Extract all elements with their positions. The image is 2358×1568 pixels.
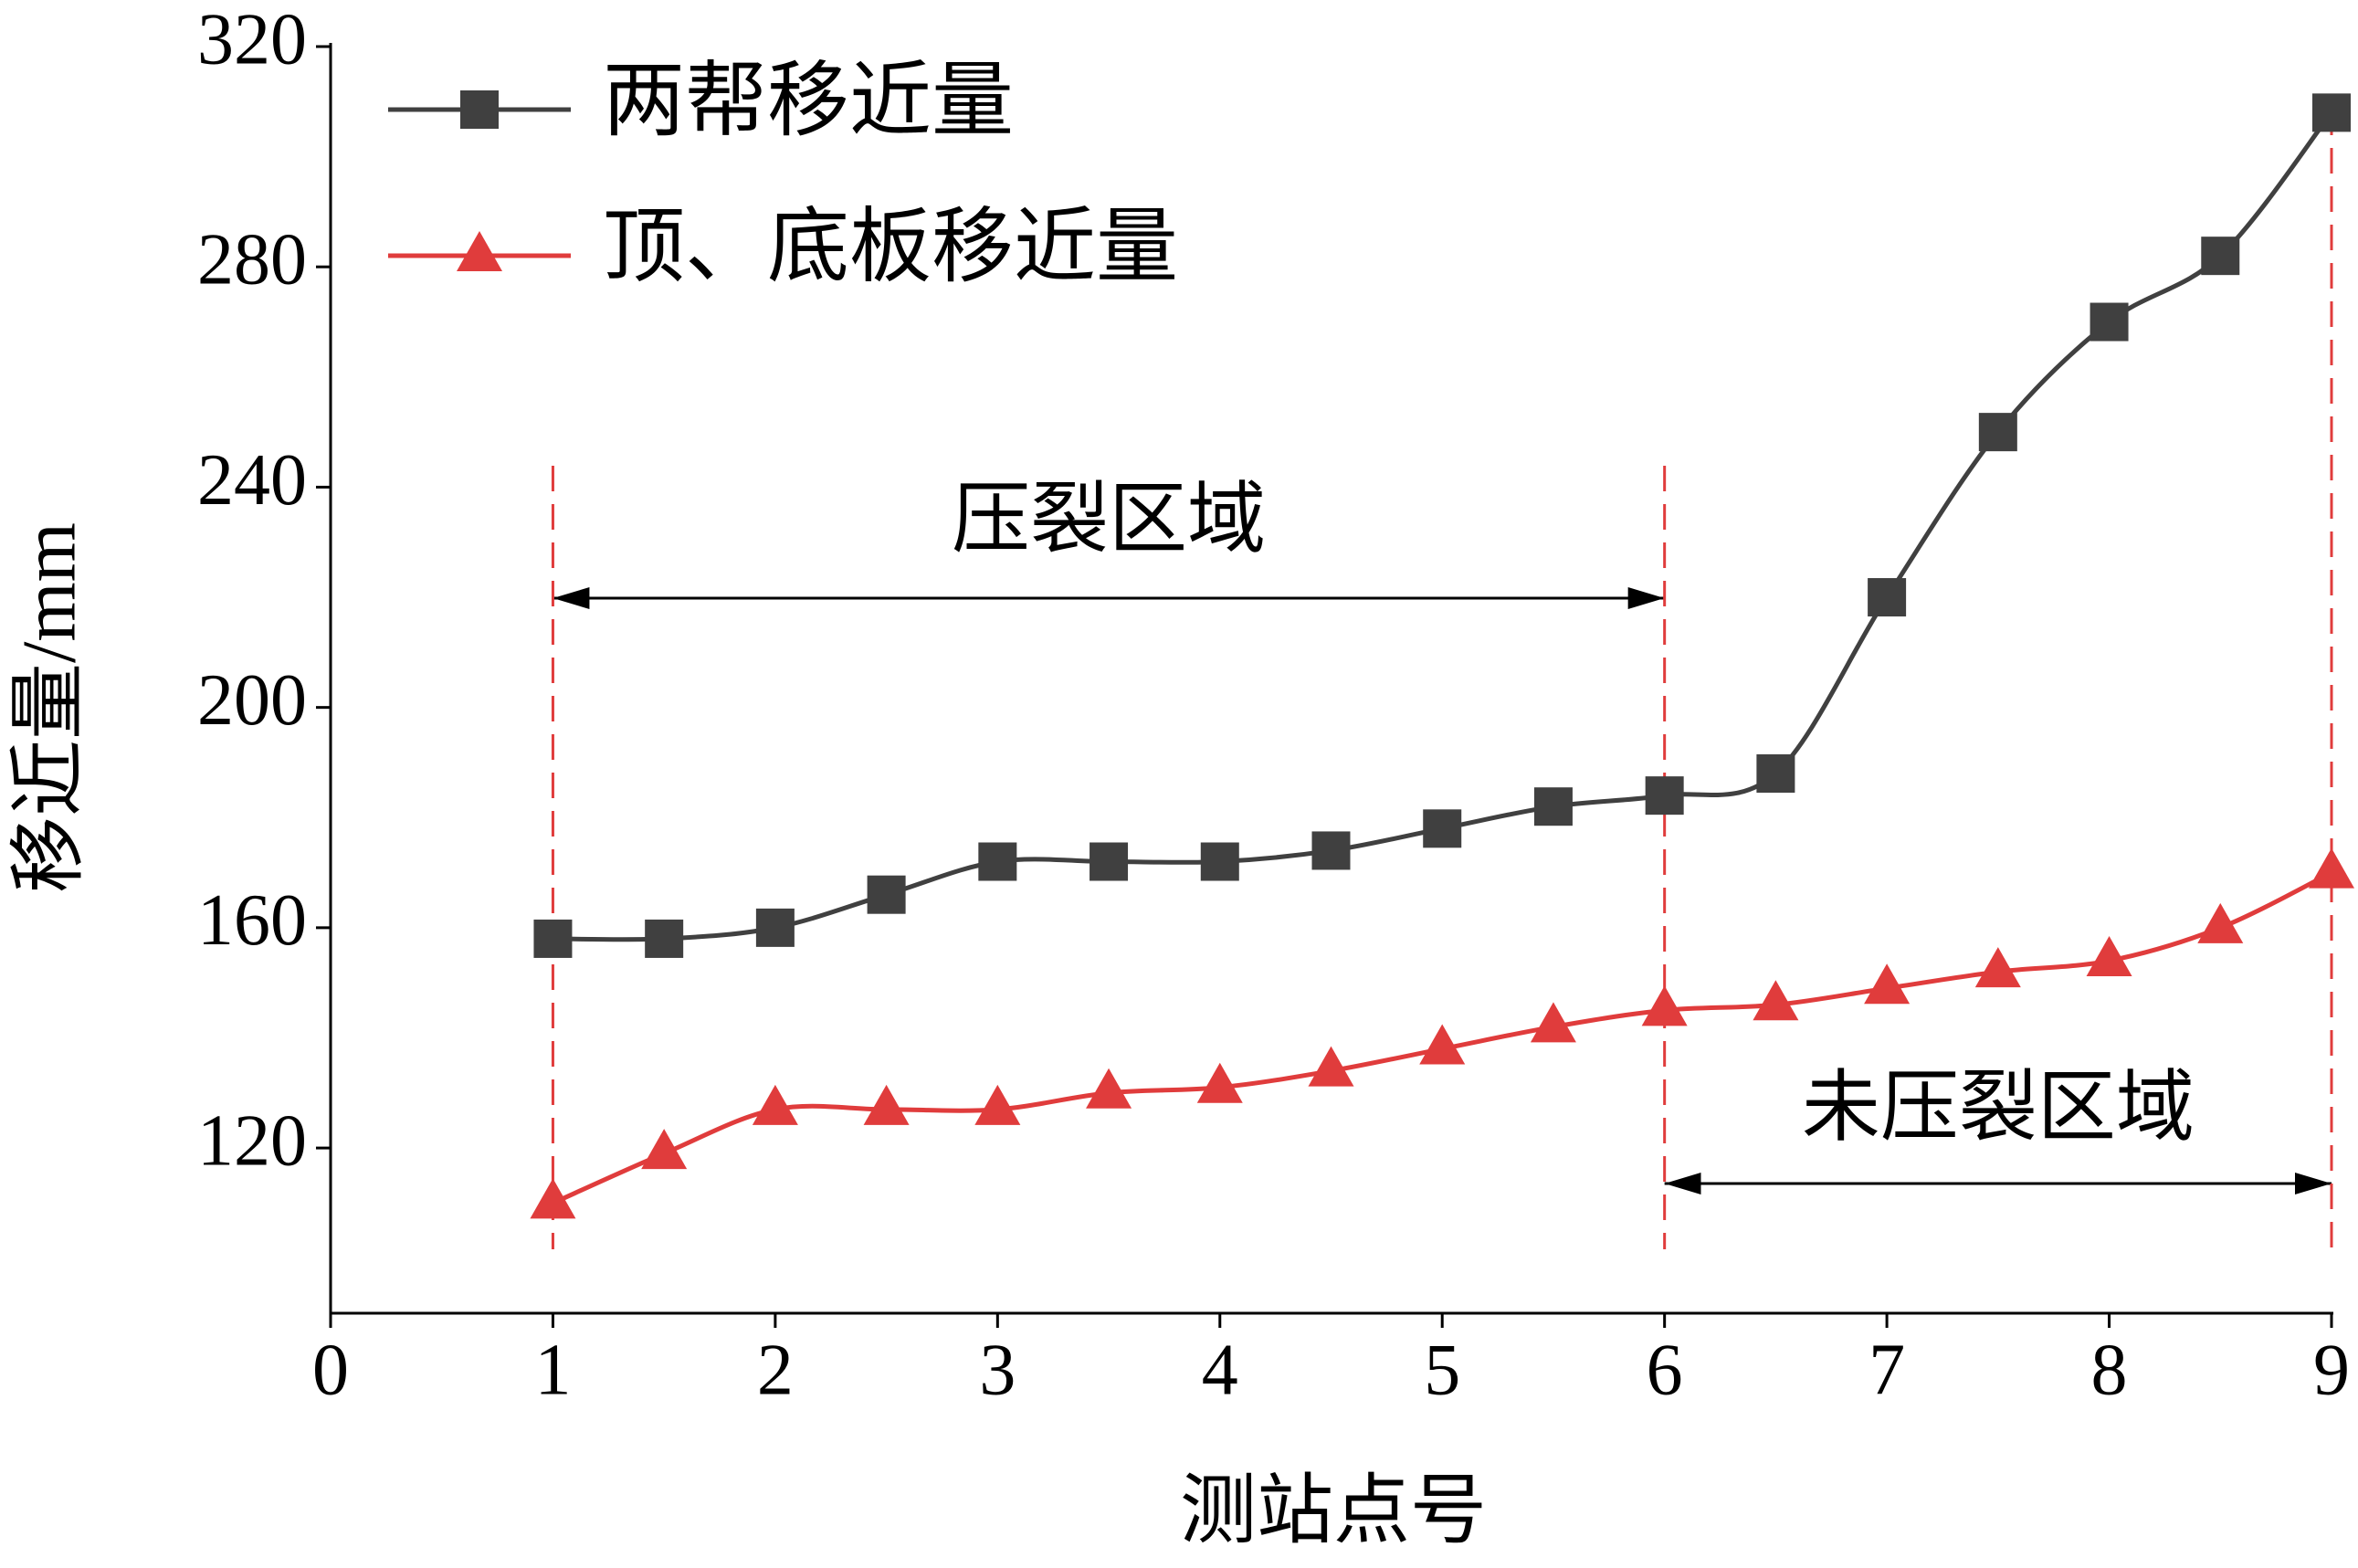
- x-tick-label: 3: [979, 1330, 1016, 1410]
- triangle-marker: [2197, 902, 2244, 943]
- y-tick-label: 200: [197, 660, 307, 741]
- y-axis-label: 移近量/mm: [6, 522, 91, 893]
- square-marker: [978, 842, 1017, 881]
- x-tick-label: 9: [2313, 1330, 2350, 1410]
- square-marker: [1868, 578, 1907, 617]
- x-tick-label: 6: [1647, 1330, 1683, 1410]
- y-tick-label: 320: [197, 0, 307, 79]
- triangle-marker: [2309, 847, 2354, 889]
- x-tick-label: 1: [534, 1330, 571, 1410]
- y-tick-label: 120: [197, 1100, 307, 1181]
- legend-label: 两帮移近量: [603, 57, 1014, 147]
- triangle-marker: [1530, 1002, 1576, 1043]
- triangle-marker: [1974, 947, 2021, 988]
- triangle-marker: [1864, 963, 1911, 1005]
- y-tick-label: 160: [197, 880, 307, 961]
- x-tick-label: 8: [2091, 1330, 2128, 1410]
- square-marker: [1533, 787, 1573, 826]
- square-marker: [1423, 809, 1462, 848]
- square-marker: [755, 908, 795, 947]
- square-marker: [1311, 831, 1351, 870]
- square-marker: [1645, 776, 1684, 816]
- triangle-marker: [1308, 1046, 1354, 1087]
- square-marker: [645, 919, 684, 958]
- triangle-marker: [1086, 1068, 1132, 1109]
- triangle-marker: [641, 1129, 688, 1170]
- triangle-marker: [752, 1084, 798, 1125]
- x-axis-label: 测站点号: [1180, 1468, 1487, 1553]
- triangle-marker: [1196, 1062, 1243, 1103]
- x-tick-label: 2: [757, 1330, 794, 1410]
- square-marker: [1756, 754, 1795, 794]
- square-marker: [1978, 413, 2017, 452]
- square-marker: [533, 919, 573, 958]
- y-tick-label: 280: [197, 220, 307, 300]
- region-label: 未压裂区域: [1802, 1064, 2195, 1152]
- y-tick-label: 240: [197, 440, 307, 521]
- square-marker: [2090, 302, 2129, 342]
- region-label: 压裂区域: [952, 476, 1266, 563]
- square-marker: [2201, 237, 2240, 276]
- triangle-marker: [2086, 936, 2132, 977]
- x-tick-label: 0: [312, 1330, 349, 1410]
- x-tick-label: 7: [1869, 1330, 1905, 1410]
- x-tick-label: 5: [1424, 1330, 1460, 1410]
- triangle-marker: [1419, 1024, 1466, 1065]
- legend-label: 顶、底板移近量: [603, 203, 1178, 293]
- legend-marker: [460, 90, 499, 129]
- triangle-marker: [974, 1084, 1021, 1125]
- x-tick-label: 4: [1202, 1330, 1238, 1410]
- triangle-marker: [1641, 985, 1688, 1026]
- triangle-marker: [530, 1178, 576, 1219]
- square-marker: [1200, 842, 1239, 881]
- legend-marker: [457, 231, 502, 271]
- square-marker: [2312, 93, 2351, 132]
- triangle-marker: [863, 1084, 910, 1125]
- square-marker: [1090, 842, 1129, 881]
- square-marker: [867, 875, 906, 914]
- triangle-marker: [1753, 980, 1799, 1021]
